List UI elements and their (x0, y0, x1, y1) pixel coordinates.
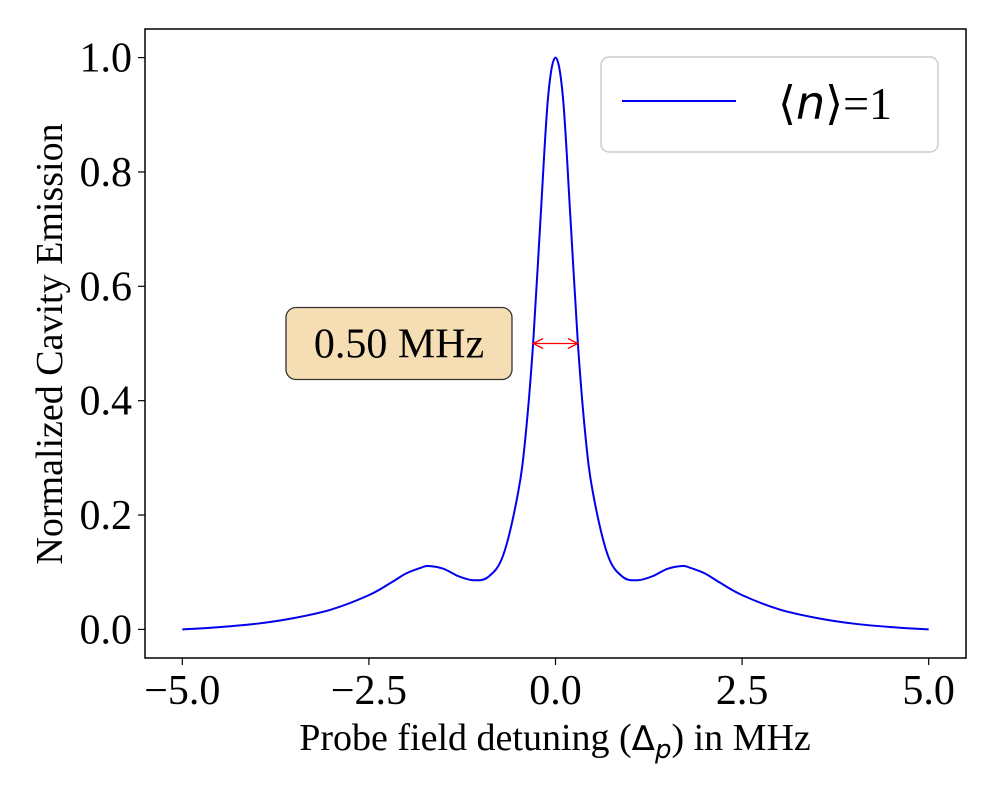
annotation-layer: 0.50 MHz (285, 306, 580, 381)
legend-label: ⟨n⟩=1 (778, 76, 892, 130)
y-axis-label: Normalized Cavity Emission (29, 123, 71, 564)
annotation-label: 0.50 MHz (314, 322, 484, 368)
y-tick-label: 0.4 (80, 379, 133, 425)
y-tick-label: 0.6 (80, 264, 133, 310)
legend: ⟨n⟩=1 (600, 56, 939, 153)
legend-box (600, 56, 939, 153)
data-layer (182, 56, 929, 631)
series-line (182, 56, 929, 631)
y-tick-label: 0.2 (80, 493, 133, 539)
x-tick-label: 5.0 (902, 668, 955, 714)
x-tick-label: 2.5 (716, 668, 769, 714)
annotation-box (285, 306, 513, 381)
y-tick-label: 0.8 (80, 150, 133, 196)
fwhm-arrow-right-head (567, 337, 580, 350)
x-axis-label: Probe field detuning (Δp) in MHz (299, 717, 811, 765)
tick-layer: −5.0 −2.5 0.0 2.5 5.0 0.0 0.2 0.4 0.6 0.8 1.0 (80, 36, 955, 714)
x-tick-label: 0.0 (529, 668, 582, 714)
fwhm-arrow-left-head (531, 337, 544, 350)
y-tick-label: 0.0 (80, 607, 133, 653)
y-tick-label: 1.0 (80, 36, 133, 82)
x-tick-label: −5.0 (144, 668, 220, 714)
x-tick-label: −2.5 (331, 668, 407, 714)
